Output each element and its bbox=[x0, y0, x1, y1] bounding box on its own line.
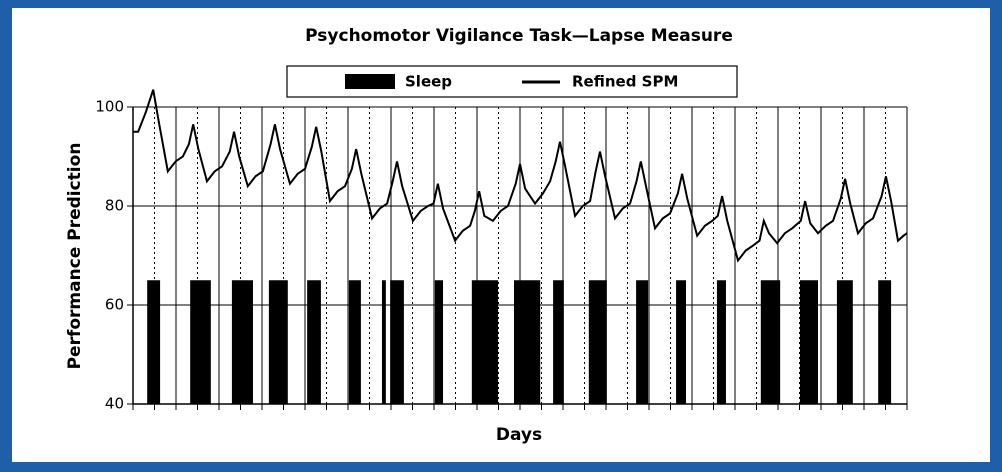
sleep-bar bbox=[231, 280, 253, 404]
sleep-bar bbox=[513, 280, 541, 404]
sleep-bar bbox=[760, 280, 781, 404]
sleep-bar bbox=[381, 280, 386, 404]
sleep-bar bbox=[799, 280, 818, 404]
y-tick-label: 80 bbox=[105, 197, 124, 215]
sleep-bar bbox=[434, 280, 444, 404]
chart-title: Psychomotor Vigilance Task—Lapse Measure bbox=[305, 26, 733, 46]
sleep-bar bbox=[716, 280, 726, 404]
spm-line bbox=[133, 89, 908, 263]
sleep-bar bbox=[471, 280, 499, 404]
sleep-bar bbox=[878, 280, 892, 404]
legend-label: Sleep bbox=[405, 73, 452, 91]
sleep-bar bbox=[676, 280, 686, 404]
legend-label: Refined SPM bbox=[572, 73, 678, 91]
sleep-bar bbox=[636, 280, 649, 404]
y-tick-label: 60 bbox=[105, 296, 124, 314]
y-axis-label: Performance Prediction bbox=[65, 143, 85, 370]
legend-swatch bbox=[345, 74, 395, 89]
sleep-bar bbox=[348, 280, 361, 404]
y-tick-label: 100 bbox=[95, 98, 124, 116]
y-tick-label: 40 bbox=[105, 395, 124, 413]
sleep-bar bbox=[268, 280, 288, 404]
sleep-bar bbox=[553, 280, 564, 404]
sleep-bar bbox=[147, 280, 161, 404]
sleep-bar bbox=[390, 280, 404, 404]
sleep-bar bbox=[588, 280, 607, 404]
x-axis-label: Days bbox=[496, 425, 542, 445]
sleep-bar bbox=[307, 280, 321, 404]
sleep-bar bbox=[836, 280, 853, 404]
sleep-bar bbox=[190, 280, 211, 404]
